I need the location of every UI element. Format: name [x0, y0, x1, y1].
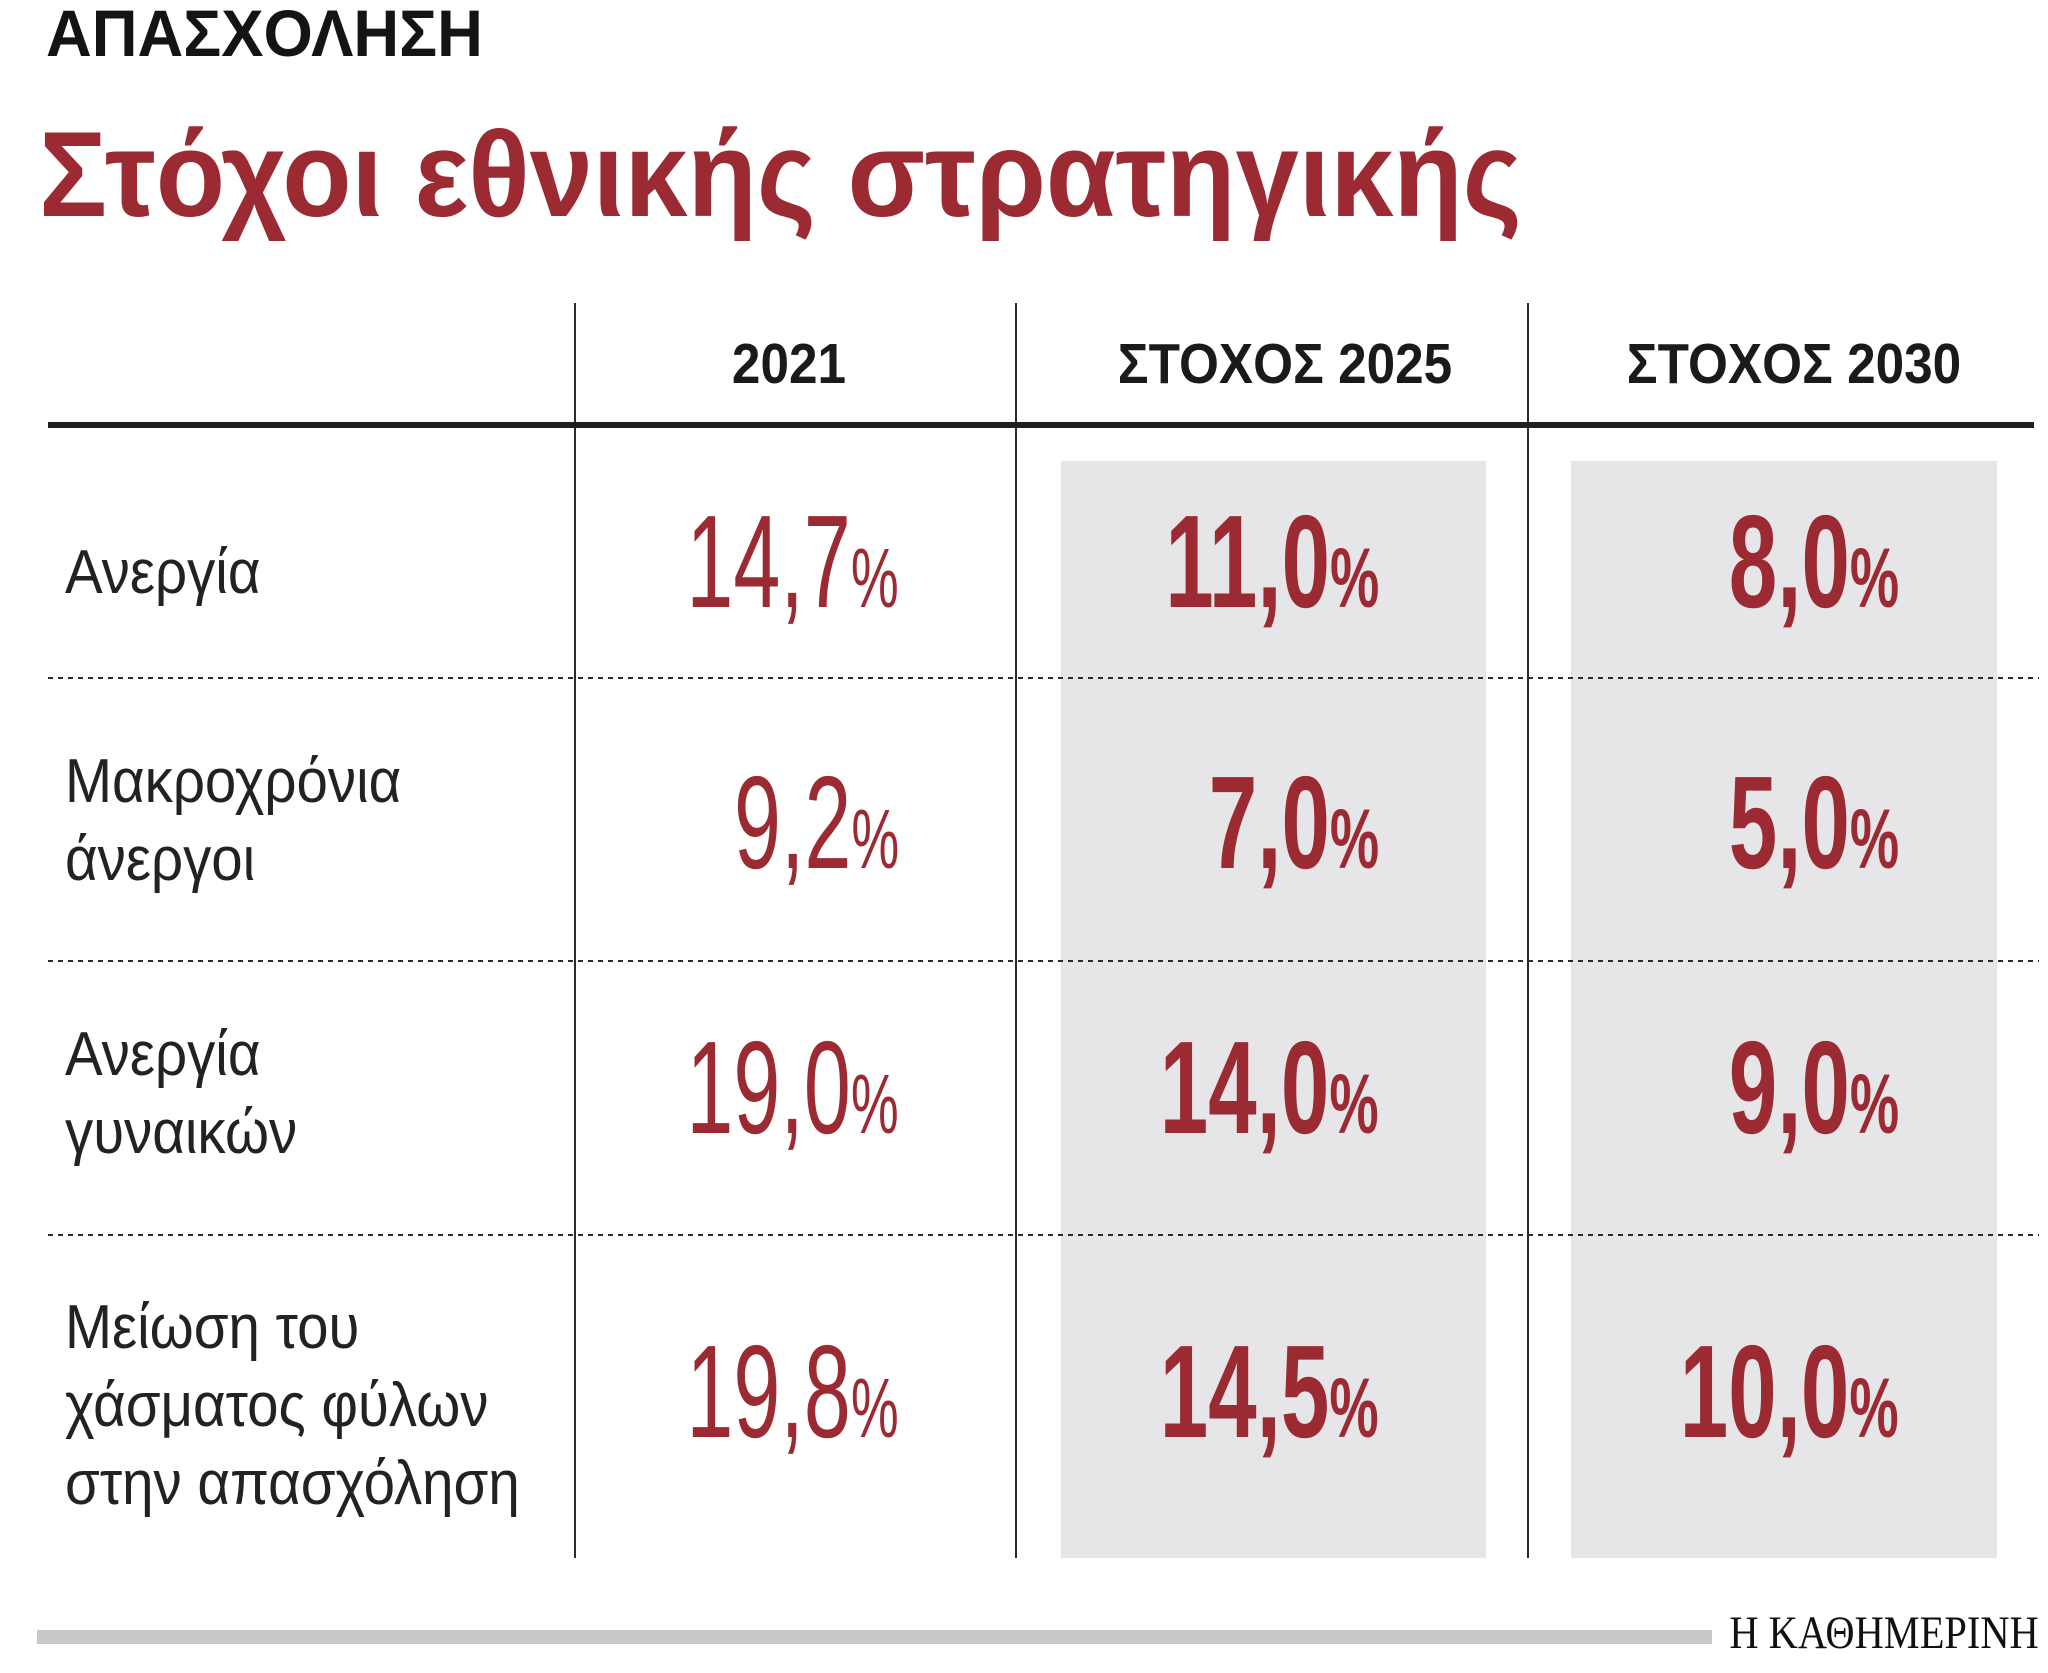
highlight-column-2025: [1061, 461, 1486, 1558]
row-divider-1: [48, 677, 2039, 679]
cell-female-unemployment-2025: 14,0%: [979, 1022, 1379, 1154]
value-number: 19,0: [686, 1014, 852, 1161]
value-number: 11,0: [1164, 488, 1330, 635]
value-number: 9,2: [733, 749, 852, 896]
percent-sign: %: [851, 1361, 899, 1455]
highlight-column-2030: [1571, 461, 1997, 1558]
column-header-target-2030: ΣΤΟΧΟΣ 2030: [1626, 332, 1962, 396]
percent-sign: %: [1329, 1057, 1379, 1151]
percent-sign: %: [1849, 531, 1899, 625]
row-label-line: Μείωση του: [65, 1293, 360, 1362]
row-label-line: Ανεργία: [65, 1020, 261, 1089]
row-label-line: Ανεργία: [65, 538, 261, 607]
row-label-line: Μακροχρόνια: [65, 747, 402, 816]
value-number: 19,8: [686, 1318, 852, 1465]
value-number: 14,7: [686, 488, 852, 635]
column-divider-1: [574, 303, 576, 1558]
column-divider-2: [1015, 303, 1017, 1558]
percent-sign: %: [1329, 531, 1379, 625]
column-divider-3: [1527, 303, 1529, 1558]
row-label-line: χάσματος φύλων: [65, 1371, 489, 1440]
value-number: 10,0: [1680, 1318, 1850, 1465]
percent-sign: %: [851, 1057, 899, 1151]
cell-unemployment-2021: 14,7%: [499, 496, 899, 628]
row-label-female-unemployment: Ανεργία γυναικών: [65, 1016, 297, 1172]
cell-gender-gap-2021: 19,8%: [499, 1326, 899, 1458]
value-number: 5,0: [1728, 749, 1850, 896]
kicker: ΑΠΑΣΧΟΛΗΣΗ: [46, 0, 483, 70]
percent-sign: %: [1329, 1361, 1379, 1455]
chart-title: Στόχοι εθνικής στρατηγικής: [39, 106, 1522, 242]
row-divider-3: [48, 1234, 2039, 1236]
cell-unemployment-2025: 11,0%: [979, 496, 1379, 628]
header-rule: [48, 422, 2034, 428]
column-header-target-2025: ΣΤΟΧΟΣ 2025: [1117, 332, 1453, 396]
value-number: 14,0: [1160, 1014, 1330, 1161]
value-number: 7,0: [1208, 749, 1330, 896]
cell-gender-gap-2025: 14,5%: [979, 1326, 1379, 1458]
percent-sign: %: [1329, 792, 1379, 886]
row-label-line: στην απασχόληση: [65, 1449, 520, 1518]
percent-sign: %: [851, 792, 899, 886]
cell-long-term-unemployed-2030: 5,0%: [1499, 757, 1899, 889]
row-divider-2: [48, 960, 2039, 962]
row-label-long-term-unemployed: Μακροχρόνια άνεργοι: [65, 743, 401, 899]
row-label-gender-employment-gap: Μείωση του χάσματος φύλων στην απασχόλησ…: [65, 1289, 520, 1523]
percent-sign: %: [851, 531, 899, 625]
cell-long-term-unemployed-2025: 7,0%: [979, 757, 1379, 889]
footer-bar: [37, 1630, 1712, 1644]
value-number: 14,5: [1160, 1318, 1330, 1465]
row-label-unemployment: Ανεργία: [65, 534, 260, 612]
percent-sign: %: [1849, 1361, 1899, 1455]
source-logo: Η ΚΑΘΗΜΕΡΙΝΗ: [1729, 1607, 2039, 1659]
cell-long-term-unemployed-2021: 9,2%: [499, 757, 899, 889]
cell-unemployment-2030: 8,0%: [1499, 496, 1899, 628]
percent-sign: %: [1849, 1057, 1899, 1151]
percent-sign: %: [1849, 792, 1899, 886]
cell-female-unemployment-2021: 19,0%: [499, 1022, 899, 1154]
cell-gender-gap-2030: 10,0%: [1499, 1326, 1899, 1458]
row-label-line: γυναικών: [65, 1098, 298, 1167]
column-header-2021: 2021: [731, 332, 847, 396]
row-label-line: άνεργοι: [65, 825, 256, 894]
cell-female-unemployment-2030: 9,0%: [1499, 1022, 1899, 1154]
value-number: 8,0: [1728, 488, 1850, 635]
value-number: 9,0: [1728, 1014, 1850, 1161]
